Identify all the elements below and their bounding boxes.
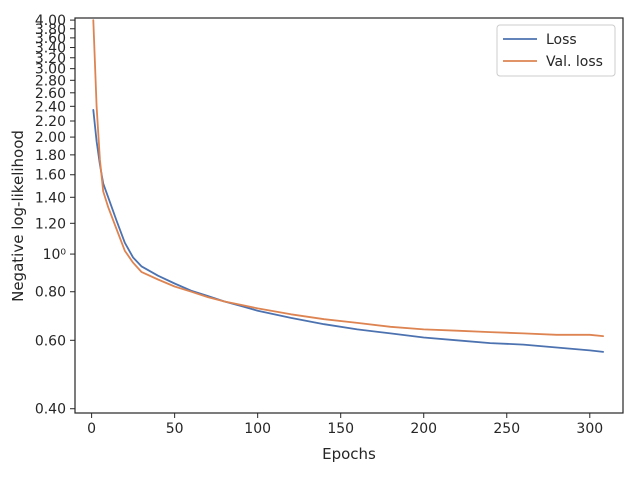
y-tick-label: 0.80 xyxy=(35,285,66,301)
y-tick-label: 1.80 xyxy=(35,148,66,164)
y-tick-label: 3.40 xyxy=(35,41,66,57)
y-tick-label: 1.40 xyxy=(35,190,66,206)
x-axis: 0 50 100 150 200 250 300 xyxy=(87,413,603,437)
legend-label-loss: Loss xyxy=(546,32,577,48)
y-tick-label: 2.00 xyxy=(35,130,66,146)
legend-label-val-loss: Val. loss xyxy=(546,54,603,70)
y-tick-label: 0.60 xyxy=(35,333,66,349)
x-tick-label: 200 xyxy=(410,421,437,437)
y-axis-label: Negative log-likelihood xyxy=(9,130,27,302)
y-tick-label: 10⁰ xyxy=(43,247,67,263)
y-tick-label: 1.20 xyxy=(35,216,66,232)
y-axis: 0.400.600.8010⁰1.201.401.601.802.002.202… xyxy=(35,13,75,418)
y-tick-label: 4.00 xyxy=(35,13,66,29)
y-tick-label: 2.80 xyxy=(35,73,66,89)
series-line-1 xyxy=(92,19,604,338)
x-tick-label: 50 xyxy=(166,421,184,437)
legend-box xyxy=(496,24,616,77)
y-tick-label: 1.60 xyxy=(35,168,66,184)
x-tick-label: 0 xyxy=(87,421,96,437)
x-tick-label: 250 xyxy=(493,421,520,437)
y-tick-label: 2.40 xyxy=(35,99,66,115)
plot-lines xyxy=(92,19,604,353)
y-tick-label: 3.80 xyxy=(35,22,66,38)
y-tick-label: 2.60 xyxy=(35,86,66,102)
legend: Loss Val. loss xyxy=(496,24,616,77)
y-tick-label: 3.00 xyxy=(35,62,66,78)
plot-frame xyxy=(74,17,624,414)
y-tick-label: 3.60 xyxy=(35,31,66,47)
x-tick-label: 150 xyxy=(327,421,354,437)
y-tick-label: 3.20 xyxy=(35,51,66,67)
y-tick-label: 0.40 xyxy=(35,402,66,418)
x-tick-label: 100 xyxy=(244,421,271,437)
x-axis-label: Epochs xyxy=(322,445,376,463)
x-tick-label: 300 xyxy=(576,421,603,437)
y-tick-label: 2.20 xyxy=(35,114,66,130)
